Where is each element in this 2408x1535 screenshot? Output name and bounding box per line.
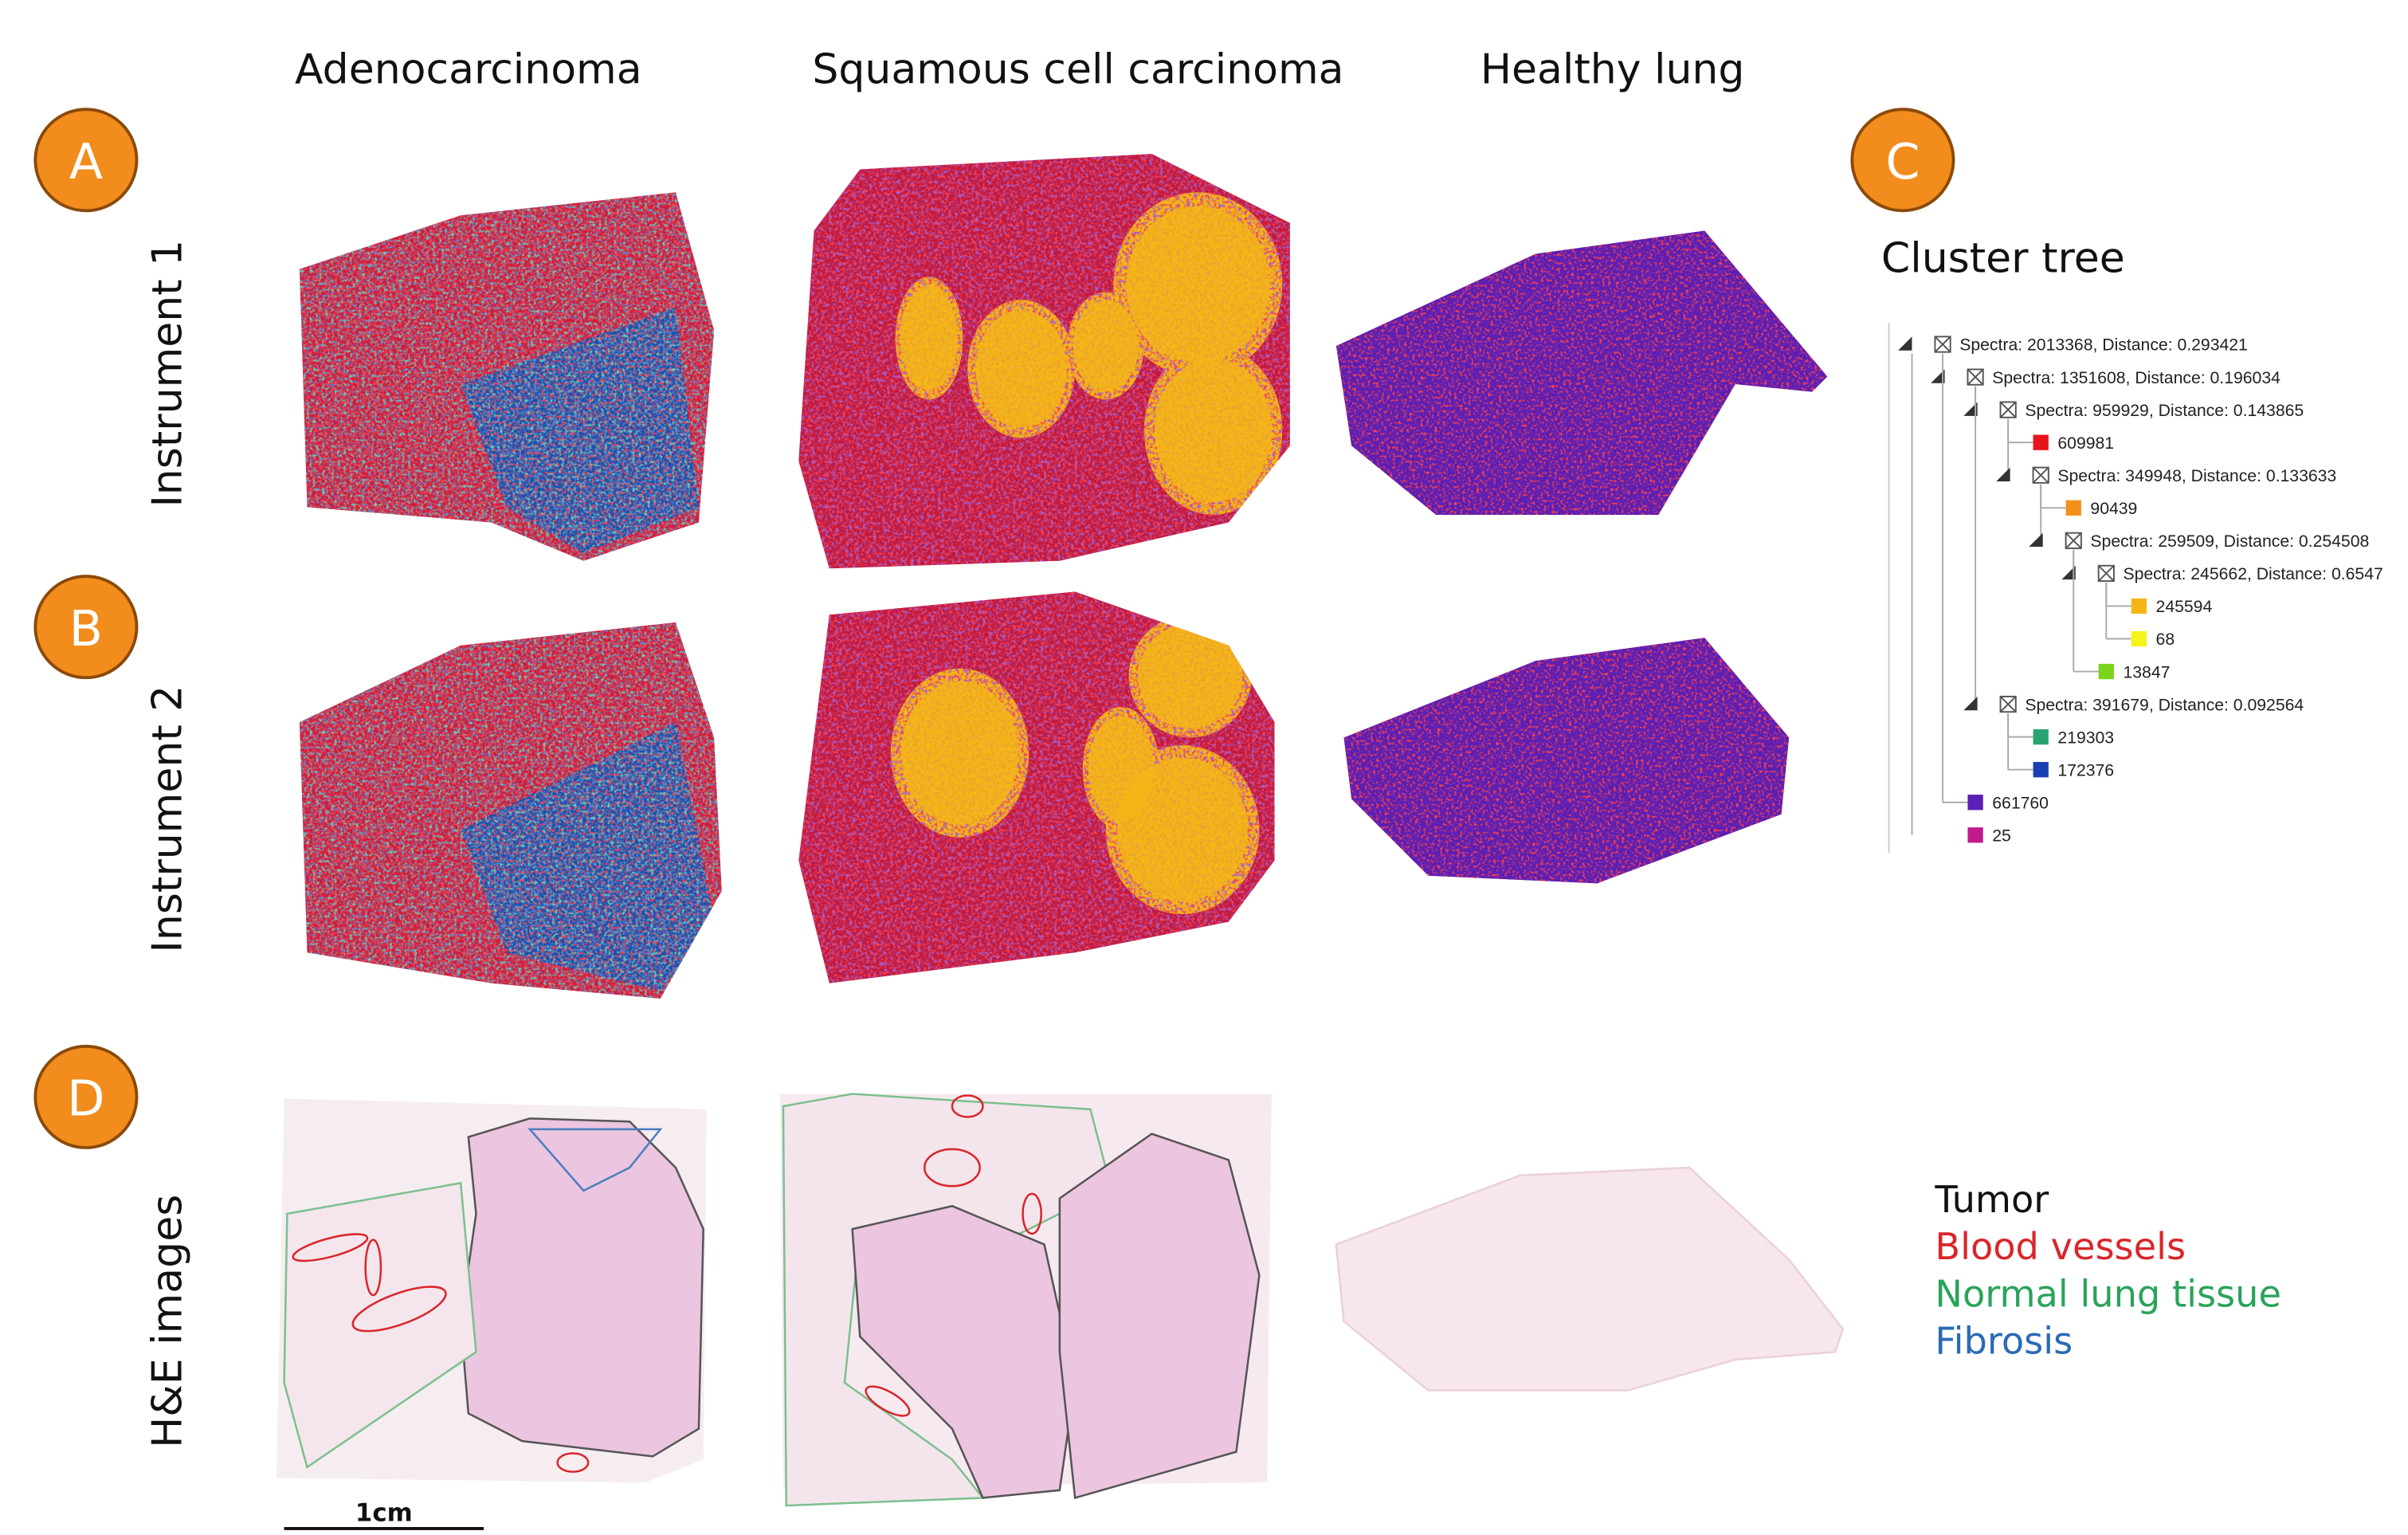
tree-leaf-label: 661760 xyxy=(1992,794,2049,812)
he-tissue xyxy=(1335,1166,1845,1392)
he-vessel xyxy=(556,1452,590,1473)
tree-leaf-label: 13847 xyxy=(2123,663,2170,681)
tree-title: Cluster tree xyxy=(1881,234,2125,282)
panel-label: B xyxy=(69,600,103,658)
column-header: Healthy lung xyxy=(1480,45,1745,93)
he-normal xyxy=(283,1181,477,1469)
tree-leaf-label: 219303 xyxy=(2057,728,2114,747)
he-tumor xyxy=(1058,1133,1261,1500)
expand-arrow xyxy=(1931,369,1945,383)
he-vessel xyxy=(364,1239,382,1297)
tree-leaf-label: 25 xyxy=(1992,827,2011,846)
checkbox-x xyxy=(1999,401,2017,418)
map-tumor xyxy=(975,310,1067,428)
expand-arrow xyxy=(1898,336,1912,351)
checkbox-x xyxy=(1999,696,2017,713)
tree-node-label: Spectra: 391679, Distance: 0.092564 xyxy=(2025,696,2304,714)
he-images: 1cm xyxy=(276,1093,1845,1530)
panel-label: C xyxy=(1885,133,1920,190)
expand-arrow xyxy=(1963,402,1978,416)
map-tumor xyxy=(900,285,959,391)
map-tumor xyxy=(1126,206,1270,363)
he-vessel xyxy=(292,1233,369,1262)
he-vessel xyxy=(951,1094,984,1118)
column-header: Squamous cell carcinoma xyxy=(812,45,1343,93)
panel-circle xyxy=(1850,108,1955,213)
checkbox-x xyxy=(2097,565,2115,582)
he-tumor xyxy=(459,1117,704,1458)
panel-circle xyxy=(33,108,139,213)
he-vessel xyxy=(1022,1192,1042,1235)
leaf-swatch xyxy=(2098,663,2114,680)
tree-leaf-label: 68 xyxy=(2156,630,2175,649)
cluster-map xyxy=(299,192,715,561)
expand-arrow xyxy=(1963,696,1978,711)
he-vessel xyxy=(865,1385,911,1417)
expand-arrow xyxy=(2061,565,2076,580)
tree-node-label: Spectra: 2013368, Distance: 0.293421 xyxy=(1959,336,2248,355)
leaf-swatch xyxy=(2065,500,2081,516)
tree-node-label: Spectra: 245662, Distance: 0.6547 xyxy=(2123,565,2383,583)
scale-bar-label: 1cm xyxy=(355,1498,413,1527)
leaf-swatch xyxy=(2131,598,2147,614)
legend-entry: Normal lung tissue xyxy=(1935,1272,2281,1315)
leaf-swatch xyxy=(1967,827,1983,843)
map-tumor xyxy=(1117,757,1248,902)
panel-circle xyxy=(33,1044,139,1149)
map-tumor xyxy=(900,681,1019,825)
checkbox-x xyxy=(1934,336,1951,353)
map-tumor xyxy=(1088,716,1154,821)
cluster-map xyxy=(1343,638,1790,884)
expand-arrow xyxy=(2029,532,2043,548)
legend-entry: Blood vessels xyxy=(1935,1225,2186,1268)
row-label: Instrument 2 xyxy=(143,685,191,953)
cluster-maps xyxy=(299,154,1828,999)
panel-label: D xyxy=(67,1070,104,1128)
row-label: H&E images xyxy=(143,1195,191,1448)
checkbox-x xyxy=(2032,466,2049,484)
tree-leaf-label: 245594 xyxy=(2156,598,2213,616)
map-content xyxy=(798,591,1275,983)
he-tumor xyxy=(851,1204,1077,1499)
checkbox-x xyxy=(1967,368,1984,386)
he-fibrosis xyxy=(527,1128,663,1192)
leaf-swatch xyxy=(1967,795,1983,811)
expand-arrow xyxy=(1996,467,2010,481)
panel-circle xyxy=(33,575,139,680)
leaf-swatch xyxy=(2033,729,2049,745)
cluster-map xyxy=(798,591,1275,983)
map-texture xyxy=(299,192,715,561)
tree-leaf-label: 172376 xyxy=(2057,761,2114,779)
he-vessel xyxy=(923,1148,981,1188)
cluster-tree: Spectra: 2013368, Distance: 0.293421 Spec… xyxy=(1898,336,2383,846)
map-content xyxy=(798,154,1290,569)
tree-leaf-label: 90439 xyxy=(2090,500,2137,518)
checkbox-x xyxy=(2065,532,2082,549)
map-tumor xyxy=(1138,623,1243,728)
tree-node-label: Spectra: 259509, Distance: 0.254508 xyxy=(2090,532,2369,551)
map-content xyxy=(299,192,715,561)
tree-node-label: Spectra: 349948, Distance: 0.133633 xyxy=(2057,467,2336,485)
tree-node-label: Spectra: 1351608, Distance: 0.196034 xyxy=(1992,369,2281,387)
panel-label: A xyxy=(69,133,103,190)
legend-entry: Fibrosis xyxy=(1935,1319,2073,1362)
tree-node-label: Spectra: 959929, Distance: 0.143865 xyxy=(2025,402,2304,420)
row-label: Instrument 1 xyxy=(143,240,191,508)
leaf-swatch xyxy=(2033,434,2049,450)
cluster-map xyxy=(798,154,1290,569)
legend-entry: Tumor xyxy=(1934,1178,2049,1221)
leaf-swatch xyxy=(2131,630,2147,647)
tree-leaf-label: 609981 xyxy=(2057,434,2114,453)
panel-markers: A B C D xyxy=(33,108,1955,1149)
column-header: Adenocarcinoma xyxy=(295,45,642,93)
map-tumor xyxy=(1073,300,1139,392)
map-content xyxy=(1343,638,1790,884)
map-tumor xyxy=(1154,358,1273,503)
he-vessel xyxy=(351,1286,447,1333)
leaf-swatch xyxy=(2033,762,2049,778)
